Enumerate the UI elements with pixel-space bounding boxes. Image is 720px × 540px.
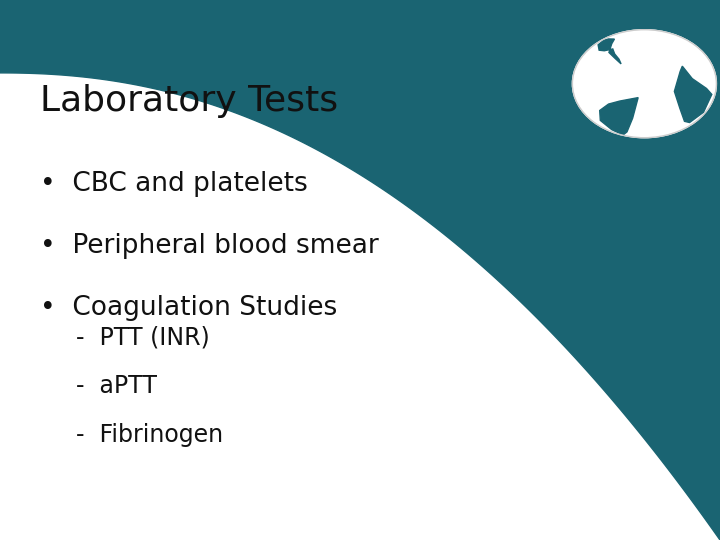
Text: Laboratory Tests: Laboratory Tests xyxy=(40,84,338,118)
Polygon shape xyxy=(600,98,638,134)
Text: •  Coagulation Studies: • Coagulation Studies xyxy=(40,295,337,321)
Polygon shape xyxy=(598,39,621,64)
Text: •  Peripheral blood smear: • Peripheral blood smear xyxy=(40,233,378,259)
Polygon shape xyxy=(675,66,712,123)
Text: -  Fibrinogen: - Fibrinogen xyxy=(76,423,222,447)
Text: -  PTT (INR): - PTT (INR) xyxy=(76,326,210,349)
Text: •  CBC and platelets: • CBC and platelets xyxy=(40,171,307,197)
Text: -  aPTT: - aPTT xyxy=(76,374,157,398)
Circle shape xyxy=(572,30,716,138)
